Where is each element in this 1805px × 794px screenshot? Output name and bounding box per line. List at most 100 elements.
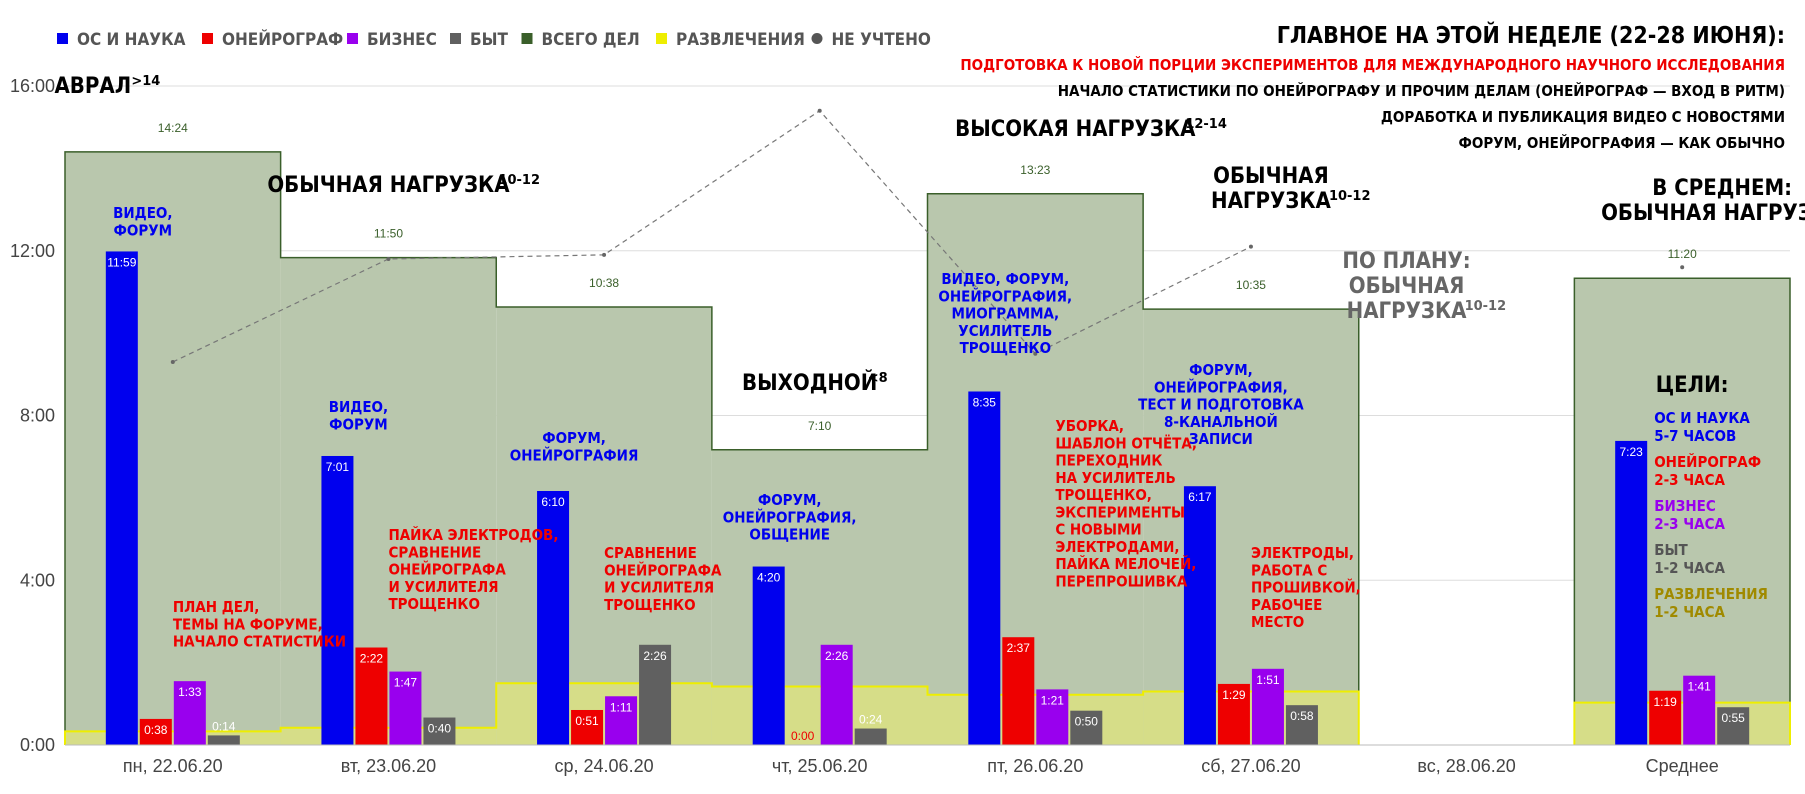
ne-ucheno-point	[170, 359, 175, 364]
x-tick-label: вс, 28.06.20	[1417, 756, 1515, 776]
data-label: 0:55	[1722, 711, 1746, 725]
razvlecheniya-area	[1574, 702, 1790, 745]
legend-label: ОС И НАУКА	[77, 30, 186, 50]
total-label: 11:50	[374, 227, 403, 241]
total-label: 11:20	[1668, 247, 1697, 261]
day-level-range: 10-12	[1329, 189, 1371, 204]
goal-item: РАЗВЛЕЧЕНИЯ 1-2 ЧАСА	[1654, 585, 1768, 621]
day-level-label: ОБЫЧНАЯ НАГРУЗКА	[1211, 164, 1332, 214]
ne-ucheno-point	[602, 252, 607, 257]
day-level-range: 10-12	[1465, 299, 1507, 314]
x-tick-label: пн, 22.06.20	[123, 756, 223, 776]
bar-os_nauka	[105, 251, 138, 745]
data-label: 0:24	[859, 713, 883, 727]
bar-oneirograf	[1002, 637, 1035, 745]
bar-os_nauka	[321, 455, 354, 745]
data-label: 1:41	[1688, 680, 1712, 694]
vsego-del-area	[927, 193, 1144, 745]
day-level-label: ВЫХОДНОЙ	[742, 370, 877, 396]
x-tick-label: вт, 23.06.20	[341, 756, 436, 776]
legend-swatch	[202, 33, 213, 44]
ne-ucheno-point	[1680, 265, 1685, 270]
day-activity-label: ВИДЕО, ФОРУМ	[113, 204, 172, 239]
vsego-del-area	[1574, 278, 1790, 745]
ne-ucheno-point	[386, 256, 391, 261]
bar-oneirograf	[1217, 683, 1250, 745]
header-line: ФОРУМ, ОНЕЙРОГРАФИЯ — КАК ОБЫЧНО	[1458, 133, 1785, 152]
bar-os_nauka	[537, 490, 570, 745]
razvlecheniya-area	[496, 683, 712, 745]
data-label: 1:51	[1256, 673, 1280, 687]
data-label: 11:59	[107, 255, 136, 269]
day-plan-label: ПАЙКА ЭЛЕКТРОДОВ, СРАВНЕНИЕ ОНЕЙРОГРАФА И У…	[388, 525, 558, 613]
x-tick-label: чт, 25.06.20	[772, 756, 868, 776]
vsego-del-area	[280, 257, 497, 745]
bar-byt	[1285, 705, 1318, 745]
day-level-label: ОБЫЧНАЯ НАГРУЗКА	[267, 173, 510, 198]
bar-byt	[1070, 710, 1103, 745]
data-label: 1:21	[1041, 693, 1065, 707]
bar-biznes	[389, 671, 422, 745]
bar-byt	[639, 644, 672, 745]
x-tick-label: Среднее	[1646, 756, 1719, 776]
day-activity-label: ФОРУМ, ОНЕЙРОГРАФИЯ	[510, 429, 639, 464]
day-plan-label: СРАВНЕНИЕ ОНЕЙРОГРАФА И УСИЛИТЕЛЯ ТРОЩЕНКО	[604, 544, 722, 614]
data-label: 1:29	[1222, 688, 1246, 702]
total-label: 13:23	[1020, 163, 1050, 177]
header-line: ПОДГОТОВКА К НОВОЙ ПОРЦИИ ЭКСПЕРИМЕНТОВ …	[960, 55, 1785, 74]
razvlecheniya-area	[711, 686, 928, 745]
total-label: 14:24	[158, 121, 188, 135]
data-label: 6:17	[1188, 490, 1212, 504]
data-label: 1:47	[394, 676, 418, 690]
data-label: 0:00	[791, 729, 815, 743]
day-level-range: <8	[868, 371, 888, 386]
axis-layer: 0:00 4:00 8:00 12:00 16:00 пн, 22.06.20 вт, 23…	[10, 76, 1790, 776]
day-activity-label: ВИДЕО, ФОРУМ	[329, 398, 388, 433]
legend-swatch	[450, 33, 461, 44]
vsego-del-area	[65, 151, 281, 745]
goals-title: ЦЕЛИ:	[1656, 373, 1729, 398]
header-title: ГЛАВНОЕ НА ЭТОЙ НЕДЕЛЕ (22-28 ИЮНЯ):	[1277, 21, 1785, 49]
goal-item: ОС И НАУКА 5-7 ЧАСОВ	[1654, 409, 1750, 445]
razvlecheniya-area	[65, 731, 281, 745]
day-plan-label: ЭЛЕКТРОДЫ, РАБОТА С ПРОШИВКОЙ, РАБОЧЕЕ МЕСТО	[1251, 544, 1361, 631]
data-label: 1:33	[178, 685, 202, 699]
data-label: 2:26	[643, 649, 667, 663]
data-label: 0:40	[428, 722, 452, 736]
legend-swatch	[811, 33, 823, 44]
legend-label: НЕ УЧТЕНО	[832, 30, 931, 50]
data-label: 0:50	[1075, 715, 1099, 729]
data-label: 7:01	[326, 460, 350, 474]
x-tick-label: сб, 27.06.20	[1201, 756, 1300, 776]
legend-swatch	[57, 33, 68, 44]
vsego-del-outline	[64, 151, 1791, 745]
y-tick-label: 12:00	[10, 241, 55, 261]
x-tick-label: пт, 26.06.20	[987, 756, 1083, 776]
y-tick-label: 0:00	[20, 735, 55, 755]
data-label: 0:14	[212, 719, 236, 733]
total-label: 10:35	[1236, 278, 1266, 292]
legend: ОС И НАУКА ОНЕЙРОГРАФ БИЗНЕС БЫТ ВСЕГО ДЕЛ РА…	[57, 28, 931, 50]
day-level-label: В СРЕДНЕМ:ОБЫЧНАЯ НАГРУЗКА	[1601, 176, 1805, 226]
legend-label: ВСЕГО ДЕЛ	[542, 30, 640, 50]
vsego-del-area	[1143, 309, 1359, 745]
legend-swatch	[521, 33, 533, 44]
y-tick-label: 4:00	[20, 570, 55, 590]
data-label: 1:19	[1654, 695, 1678, 709]
bar-biznes	[605, 696, 638, 745]
data-label: 0:38	[144, 723, 168, 737]
bar-byt	[423, 717, 456, 745]
total-label: 7:10	[808, 419, 832, 433]
razvlecheniya-area	[280, 727, 497, 745]
ne-ucheno-point	[817, 108, 822, 113]
day-plan-label: ПЛАН ДЕЛ, ТЕМЫ НА ФОРУМЕ, НАЧАЛО СТАТИСТИК…	[173, 598, 346, 651]
header-line: НАЧАЛО СТАТИСТИКИ ПО ОНЕЙРОГРАФУ И ПРОЧИ…	[1058, 81, 1785, 100]
data-label: 8:35	[973, 395, 997, 409]
bar-byt	[854, 728, 887, 745]
data-label: 2:26	[825, 649, 849, 663]
bar-os_nauka	[1615, 440, 1648, 745]
line-layer	[171, 109, 1684, 364]
bar-biznes	[1251, 668, 1284, 745]
data-label: 7:23	[1620, 445, 1644, 459]
